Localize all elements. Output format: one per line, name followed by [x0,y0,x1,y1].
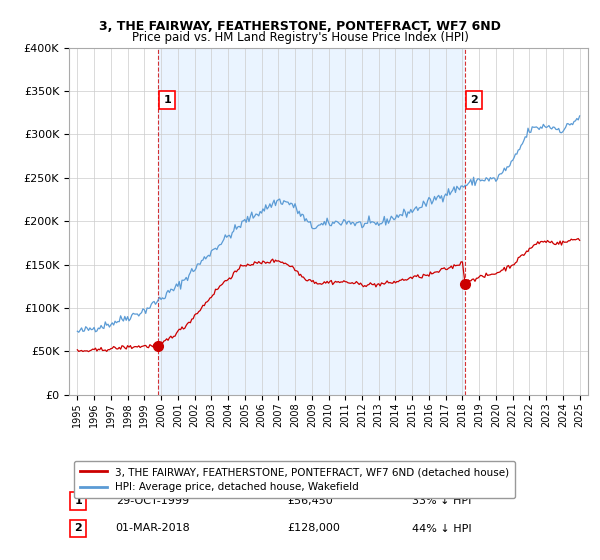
Text: 1: 1 [74,496,82,506]
Text: 2: 2 [74,524,82,534]
Legend: 3, THE FAIRWAY, FEATHERSTONE, PONTEFRACT, WF7 6ND (detached house), HPI: Average: 3, THE FAIRWAY, FEATHERSTONE, PONTEFRACT… [74,461,515,498]
Text: 44% ↓ HPI: 44% ↓ HPI [412,524,471,534]
Text: 2: 2 [470,95,478,105]
Text: 1: 1 [163,95,171,105]
Text: £128,000: £128,000 [287,524,340,534]
Text: Price paid vs. HM Land Registry's House Price Index (HPI): Price paid vs. HM Land Registry's House … [131,31,469,44]
Text: £56,450: £56,450 [287,496,333,506]
Text: 29-OCT-1999: 29-OCT-1999 [116,496,189,506]
Text: 3, THE FAIRWAY, FEATHERSTONE, PONTEFRACT, WF7 6ND: 3, THE FAIRWAY, FEATHERSTONE, PONTEFRACT… [99,20,501,32]
Text: 01-MAR-2018: 01-MAR-2018 [116,524,190,534]
Text: 33% ↓ HPI: 33% ↓ HPI [412,496,471,506]
Bar [158,48,465,395]
